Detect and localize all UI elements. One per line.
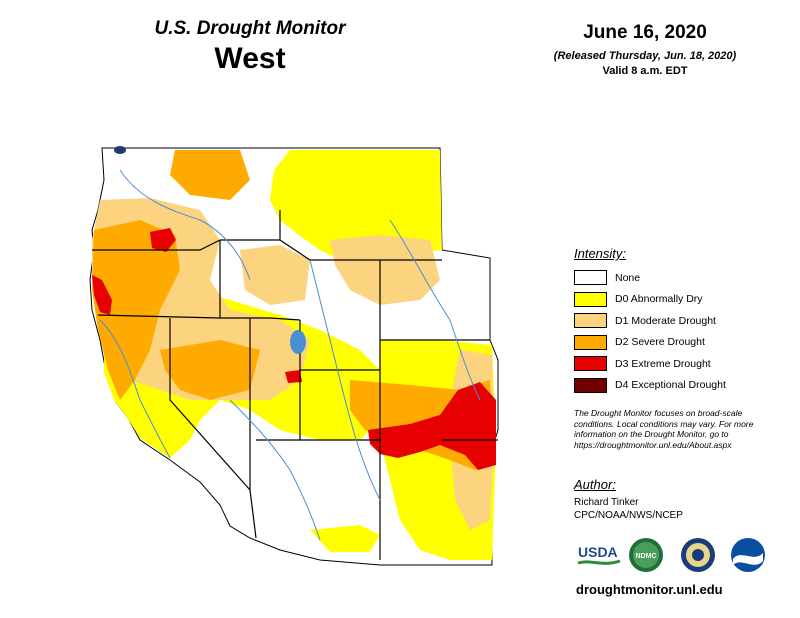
rivers	[99, 169, 481, 541]
drought-area-d2	[170, 150, 250, 200]
legend-swatch	[574, 334, 607, 350]
drought-area-d1	[240, 245, 310, 305]
website-link[interactable]: droughtmonitor.unl.edu	[576, 582, 723, 597]
drought-area-d3	[285, 370, 302, 383]
region-title: West	[214, 42, 286, 75]
date-block: June 16, 2020 (Released Thursday, Jun. 1…	[530, 22, 760, 77]
legend-label: D1 Moderate Drought	[615, 314, 716, 327]
great-salt-lake	[290, 330, 306, 354]
legend-rows: None D0 Abnormally Dry D1 Moderate Drought…	[574, 267, 774, 396]
legend-swatch	[574, 377, 607, 393]
legend-label: D0 Abnormally Dry	[615, 293, 703, 306]
legend-label: D4 Exceptional Drought	[615, 379, 726, 392]
drought-area-d3	[368, 382, 496, 470]
partner-logos: USDA NDMC	[577, 538, 765, 572]
author-block: Author: Richard Tinker CPC/NOAA/NWS/NCEP	[574, 477, 774, 521]
author-heading: Author:	[574, 477, 616, 492]
drought-area-d3	[150, 228, 176, 252]
legend-item: None	[574, 267, 774, 289]
drought-area-d2	[92, 220, 180, 400]
drought-area-d0	[310, 525, 380, 552]
legend-title: Intensity:	[574, 246, 627, 261]
legend-label: None	[615, 271, 641, 284]
legend: Intensity: None D0 Abnormally Dry D1 Moder…	[574, 246, 774, 396]
legend-item: D2 Severe Drought	[574, 332, 774, 354]
map-date: June 16, 2020	[583, 22, 707, 43]
usda-logo: USDA	[577, 544, 621, 565]
legend-item: D3 Extreme Drought	[574, 353, 774, 375]
legend-label: D3 Extreme Drought	[615, 357, 711, 370]
legend-label: D2 Severe Drought	[615, 336, 705, 349]
drought-map	[89, 146, 499, 566]
doc-seal-icon	[681, 538, 715, 572]
ndmc-logo-text: NDMC	[636, 553, 657, 560]
legend-swatch	[574, 270, 607, 286]
author-org: CPC/NOAA/NWS/NCEP	[574, 510, 683, 521]
lake	[114, 146, 126, 154]
release-date: (Released Thursday, Jun. 18, 2020)	[553, 50, 737, 62]
map-title: U.S. Drought Monitor	[154, 18, 346, 39]
ndmc-logo: NDMC	[629, 538, 663, 572]
valid-time: Valid 8 a.m. EDT	[602, 65, 688, 77]
legend-item: D0 Abnormally Dry	[574, 289, 774, 311]
legend-swatch	[574, 356, 607, 372]
legend-swatch	[574, 291, 607, 307]
legend-swatch	[574, 313, 607, 329]
drought-area-d2	[160, 340, 260, 400]
noaa-logo	[731, 538, 765, 572]
usda-logo-text: USDA	[578, 544, 618, 560]
drought-area-d1	[330, 235, 440, 305]
title-block: U.S. Drought Monitor West	[100, 18, 400, 76]
legend-item: D1 Moderate Drought	[574, 310, 774, 332]
legend-item: D4 Exceptional Drought	[574, 375, 774, 397]
author-name: Richard Tinker	[574, 497, 639, 508]
drought-area-d3	[92, 275, 112, 315]
disclaimer-note: The Drought Monitor focuses on broad-sca…	[574, 408, 754, 450]
